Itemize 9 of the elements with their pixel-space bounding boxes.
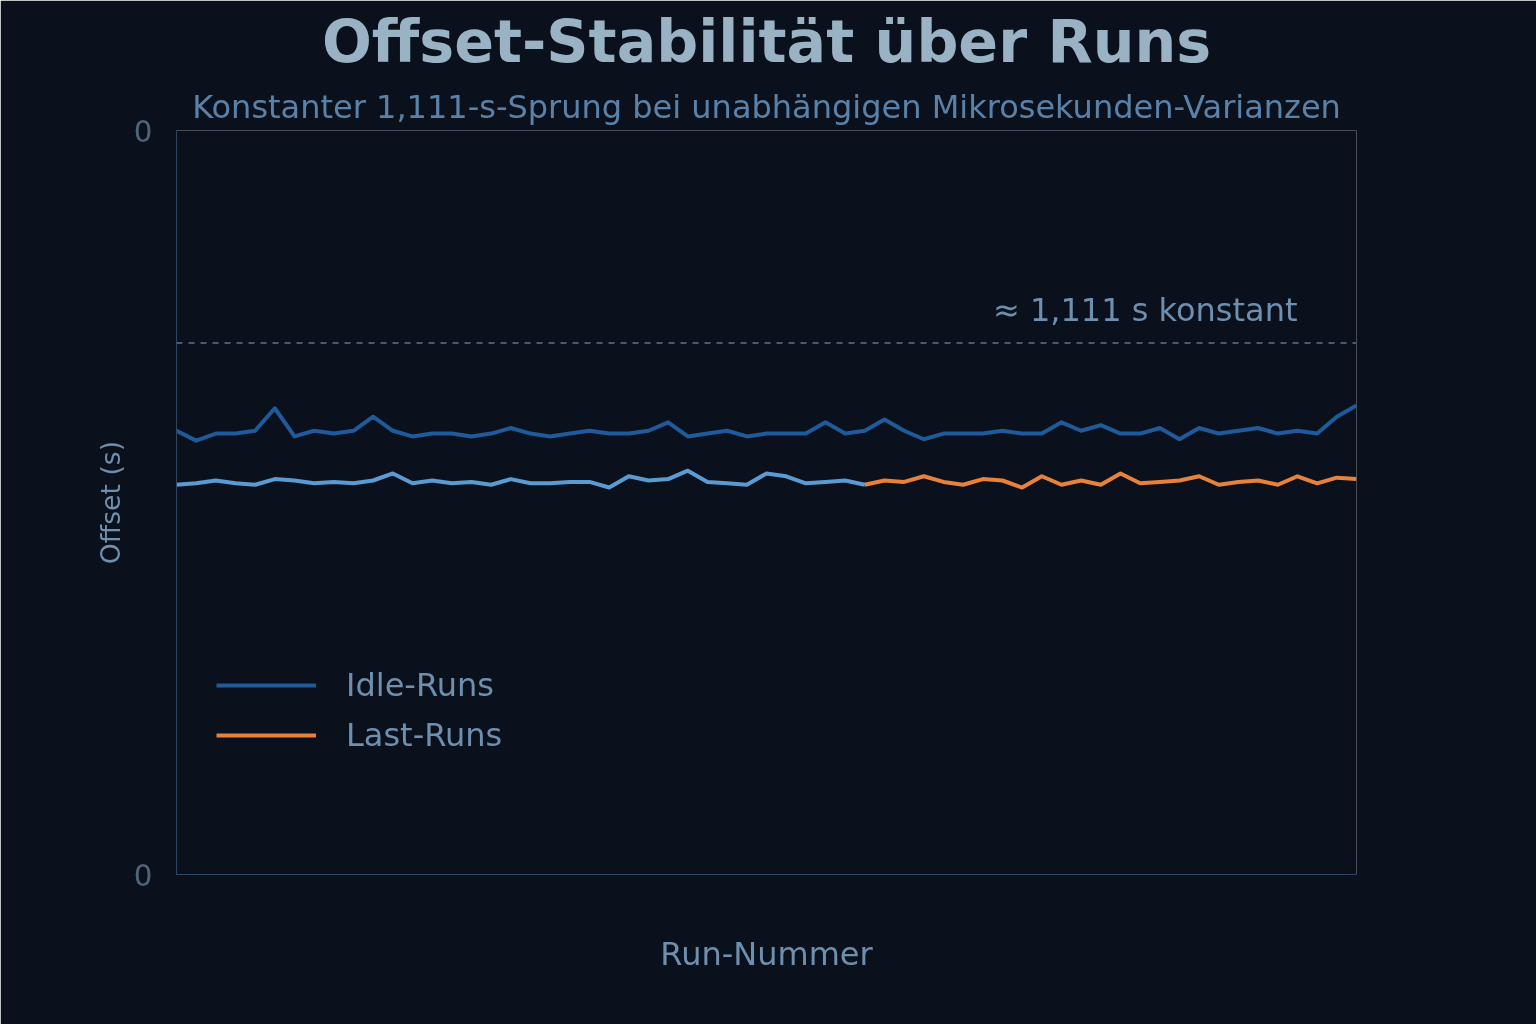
legend-label: Last-Runs xyxy=(346,716,503,754)
chart-title: Offset-Stabilität über Runs xyxy=(321,7,1212,76)
ref-line-label: ≈ 1,111 s konstant xyxy=(992,291,1298,330)
y-axis-title: Offset (s) xyxy=(94,440,126,565)
text: 0 xyxy=(133,114,153,149)
text: 0 xyxy=(133,858,153,893)
x-axis-title: Run-Nummer xyxy=(660,934,874,973)
legend-label: Idle-Runs xyxy=(346,666,494,704)
chart-subtitle: Konstanter 1,111-s-Sprung bei unabhängigen Mikrosekunden-Varianzen xyxy=(192,87,1341,126)
